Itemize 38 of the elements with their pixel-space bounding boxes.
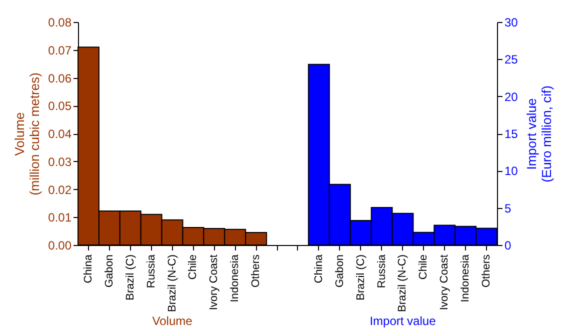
- y-tick-label: 0.04: [48, 127, 72, 141]
- x-tick-label: Brazil (C): [354, 254, 367, 300]
- text: Volume: [152, 314, 193, 328]
- text: Import value: [370, 314, 436, 328]
- y-tick-label: 0.08: [48, 16, 72, 30]
- y-tick-label: 0.01: [48, 210, 72, 225]
- x-tick-label: Ivory Coast: [438, 254, 451, 310]
- y-tick-label: 0.07: [48, 43, 72, 58]
- x-tick-label: Ivory Coast: [208, 254, 220, 310]
- y2-tick-label: 30: [504, 16, 518, 30]
- x-tick-label: Brazil (N-C): [166, 254, 178, 312]
- y2-tick-label: 10: [504, 164, 518, 178]
- y-tick-label: 0.06: [48, 71, 72, 86]
- x-tick-label: Others: [250, 254, 262, 288]
- y2-tick-label: 15: [504, 127, 518, 141]
- y2-tick-label: 25: [504, 52, 518, 67]
- x-tick-label: Chile: [187, 254, 200, 280]
- y2-tick-label: 20: [504, 90, 518, 104]
- x-tick-label: Gabon: [334, 254, 346, 288]
- x-tick-label: Others: [480, 254, 493, 288]
- y-tick-label: 0.02: [48, 182, 72, 197]
- y-tick-label: 0.00: [48, 238, 72, 252]
- x-tick-label: China: [312, 254, 325, 284]
- x-tick-label: Russia: [376, 254, 388, 288]
- x-tick-label: Indonesia: [460, 254, 472, 302]
- x-tick-label: Brazil (C): [124, 254, 136, 300]
- y2-axis-title: Import value (Euro million, cif): [524, 86, 554, 182]
- x-tick-label: Gabon: [103, 254, 116, 288]
- y-tick-label: 0.03: [48, 154, 72, 169]
- y2-tick-label: 5: [504, 201, 512, 216]
- y-tick-label: 0.05: [48, 99, 72, 114]
- x-tick-label: China: [82, 254, 94, 284]
- x-tick-label: Indonesia: [229, 254, 242, 302]
- x-tick-label: Brazil (N-C): [396, 254, 409, 312]
- y2-tick-label: 0: [504, 238, 512, 252]
- x-tick-label: Chile: [418, 254, 430, 280]
- x-tick-label: Russia: [145, 254, 158, 288]
- y-axis-title: Volume (million cubic metres): [12, 72, 42, 196]
